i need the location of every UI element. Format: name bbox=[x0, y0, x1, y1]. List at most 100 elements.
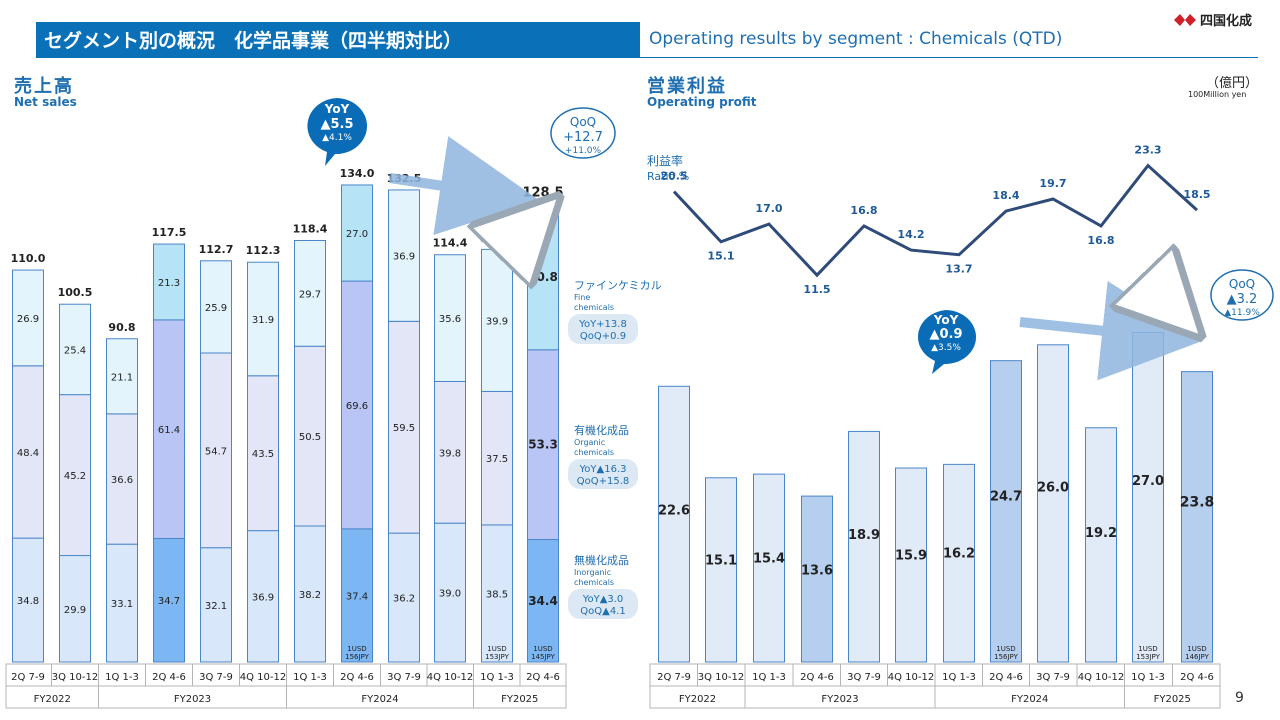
fiscal-year-label: FY2024 bbox=[361, 694, 398, 705]
sales-segment-label: 36.2 bbox=[393, 594, 415, 605]
legend-change-bubble bbox=[568, 314, 638, 344]
sales-segment-label: 29.9 bbox=[64, 605, 86, 616]
profit-bar bbox=[943, 463, 975, 663]
category-tick-label: 1Q 1-3 bbox=[105, 672, 139, 683]
sales-segment-label: 34.7 bbox=[158, 596, 180, 607]
sales-segment-label: 53.3 bbox=[528, 438, 558, 452]
sales-total-label: 118.4 bbox=[293, 222, 328, 235]
sales-segment-label: 21.3 bbox=[158, 278, 180, 289]
sales-bar-segment bbox=[341, 528, 373, 663]
ratio-value-label: 15.1 bbox=[707, 250, 734, 263]
category-tick-label: 1Q 1-3 bbox=[1131, 672, 1165, 683]
sales-total-label: 112.3 bbox=[246, 244, 281, 257]
sales-segment-label: 33.1 bbox=[111, 599, 133, 610]
category-tick-label: 2Q 4-6 bbox=[989, 672, 1023, 683]
fx-note: 1USD bbox=[487, 645, 506, 653]
legend-series-name-en: Organic bbox=[574, 438, 605, 447]
unit-label: （億円） bbox=[1206, 76, 1259, 91]
category-tick-label: 3Q 7-9 bbox=[199, 672, 233, 683]
sales-segment-label: 39.9 bbox=[486, 316, 508, 327]
legend-qoq: QoQ+0.9 bbox=[580, 331, 626, 342]
operating-profit-title: 営業利益 bbox=[647, 76, 727, 97]
company-logo: 四国化成 bbox=[1174, 10, 1252, 29]
profit-value-label: 15.1 bbox=[705, 554, 737, 569]
sales-bar-segment bbox=[200, 547, 232, 663]
sales-segment-label: 29.7 bbox=[299, 289, 321, 300]
category-tick-label: 1Q 1-3 bbox=[293, 672, 327, 683]
profit-value-label: 18.9 bbox=[848, 528, 880, 543]
sales-segment-label: 38.2 bbox=[299, 590, 321, 601]
yoy-callout-value: ▲5.5 bbox=[320, 117, 353, 132]
category-tick-label: 4Q 10-12 bbox=[427, 672, 473, 683]
sales-bar-segment bbox=[388, 532, 420, 663]
profit-yoy-callout-bubble bbox=[917, 310, 977, 374]
sales-bar-segment bbox=[106, 543, 138, 663]
ratio-value-label: 11.5 bbox=[803, 283, 830, 296]
profit-value-label: 15.4 bbox=[753, 552, 785, 567]
sales-bar-segment bbox=[481, 390, 513, 526]
ratio-value-label: 18.5 bbox=[1183, 188, 1210, 201]
sales-bar-segment bbox=[481, 524, 513, 663]
category-tick-label: 2Q 7-9 bbox=[11, 672, 45, 683]
fx-note: 145JPY bbox=[531, 653, 555, 661]
category-tick-label: 3Q 10-12 bbox=[52, 672, 98, 683]
sales-bar-segment bbox=[294, 239, 326, 347]
sales-bar-segment bbox=[153, 537, 185, 663]
yoy-callout-bubble bbox=[307, 98, 368, 166]
sales-bar-segment bbox=[59, 394, 91, 557]
category-tick-label: 2Q 4-6 bbox=[1180, 672, 1214, 683]
ratio-value-label: 14.2 bbox=[897, 228, 924, 241]
legend-series-name-en: Inorganic bbox=[574, 568, 611, 577]
fx-note: 156JPY bbox=[345, 653, 369, 661]
sales-segment-label: 45.2 bbox=[64, 471, 86, 482]
legend-series-name: 無機化成品 bbox=[574, 553, 629, 567]
sales-segment-label: 54.7 bbox=[205, 446, 227, 457]
category-tick-label: 1Q 1-3 bbox=[480, 672, 514, 683]
profit-bar bbox=[705, 477, 737, 663]
sales-segment-label: 32.1 bbox=[205, 601, 227, 612]
legend-series-name: 有機化成品 bbox=[574, 423, 629, 437]
ratio-value-label: 17.0 bbox=[755, 202, 782, 215]
profit-value-label: 19.2 bbox=[1085, 526, 1117, 541]
sales-segment-label: 69.6 bbox=[346, 401, 368, 412]
profit-value-label: 23.8 bbox=[1180, 494, 1215, 510]
fiscal-year-label: FY2025 bbox=[1154, 694, 1191, 705]
sales-total-label: 134.0 bbox=[340, 167, 375, 180]
profit-value-label: 24.7 bbox=[990, 489, 1022, 504]
sales-segment-label: 38.5 bbox=[486, 589, 508, 600]
sales-segment-label: 61.4 bbox=[158, 425, 180, 436]
sales-total-label: 114.4 bbox=[433, 237, 468, 250]
sales-total-label: 90.8 bbox=[108, 321, 135, 334]
sales-bar-segment bbox=[12, 537, 44, 663]
profit-value-label: 27.0 bbox=[1132, 474, 1164, 489]
yoy-callout-pct: ▲4.1% bbox=[322, 133, 352, 143]
fiscal-year-label: FY2025 bbox=[501, 694, 538, 705]
profit-value-label: 26.0 bbox=[1037, 481, 1069, 496]
legend-change-bubble bbox=[568, 459, 638, 489]
sales-bar-segment bbox=[341, 280, 373, 530]
sales-bar-segment bbox=[12, 365, 44, 539]
sales-bar-segment bbox=[106, 413, 138, 545]
title-bar bbox=[36, 22, 640, 58]
sales-bar-segment bbox=[294, 345, 326, 527]
sales-segment-label: 31.9 bbox=[252, 315, 274, 326]
sales-bar-segment bbox=[341, 184, 373, 282]
profit-bar bbox=[848, 430, 880, 663]
fx-note: 146JPY bbox=[1185, 653, 1209, 661]
sales-bar-segment bbox=[106, 338, 138, 415]
category-tick-label: 3Q 7-9 bbox=[387, 672, 421, 683]
fx-note: 156JPY bbox=[994, 653, 1018, 661]
sales-segment-label: 37.4 bbox=[346, 591, 368, 602]
qoq-callout-label: QoQ bbox=[570, 115, 596, 129]
sales-total-label: 117.5 bbox=[152, 226, 187, 239]
ratio-value-label: 16.8 bbox=[1087, 234, 1114, 247]
sales-bar-segment bbox=[294, 525, 326, 663]
legend-yoy: YoY▲16.3 bbox=[579, 464, 627, 475]
profit-qoq-callout-label: QoQ bbox=[1229, 277, 1255, 291]
sales-segment-label: 59.5 bbox=[393, 423, 415, 434]
page-title: セグメント別の概況 化学品事業（四半期対比） bbox=[44, 30, 463, 52]
ratio-value-label: 23.3 bbox=[1134, 144, 1161, 157]
sales-bar-segment bbox=[153, 319, 185, 539]
profit-bar bbox=[895, 467, 927, 663]
sales-total-label: 100.5 bbox=[58, 286, 93, 299]
